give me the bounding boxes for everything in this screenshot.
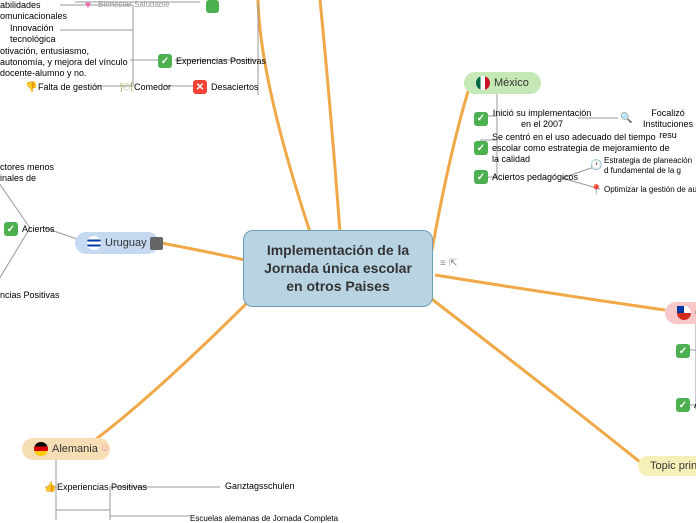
check-icon: ✓ [676, 398, 690, 412]
uruguay-exp: ncias Positivas [0, 290, 60, 300]
country-alemania[interactable]: Alemania [22, 438, 110, 460]
alemania-escuelas: Escuelas alemanas de Jornada Completa [190, 514, 338, 523]
note-icon[interactable]: ≡ [440, 258, 446, 269]
uruguay-bienestar: Bienestar Saludable [98, 0, 170, 9]
central-line1: Implementación de la [258, 241, 418, 259]
mexico-item3a: Estrategia de planeación d fundamental d… [604, 156, 696, 175]
thumbs-up-icon: 👍 [44, 482, 56, 493]
uruguay-factores: ctores menos inales de [0, 162, 65, 184]
uruguay-label: Uruguay [105, 237, 147, 249]
green-box-icon [206, 0, 219, 13]
central-topic[interactable]: Implementación de la Jornada única escol… [243, 230, 433, 307]
chile-check1: ✓ [676, 344, 690, 358]
flag-mexico-icon [476, 76, 490, 90]
mexico-item3b: Optimizar la gestión de aula. [604, 185, 696, 194]
uruguay-comedor: Comedor [134, 82, 171, 92]
check-icon: ✓ [474, 141, 488, 155]
doc-icon [150, 237, 163, 250]
heart-icon: ♥ [85, 0, 91, 11]
uruguay-exp-pos: ✓ Experiencias Positivas [158, 54, 266, 68]
alemania-label: Alemania [52, 443, 98, 455]
topic-principal[interactable]: Topic princip [638, 456, 696, 476]
mexico-item3: ✓ Aciertos pedagógicos [474, 170, 578, 184]
check-icon: ✓ [4, 222, 18, 236]
clock-icon: 🕐 [590, 160, 602, 171]
magnify-icon: 🔍 [620, 113, 632, 124]
topic-label: Topic princip [650, 460, 696, 472]
mexico-item1: ✓ Inició su implementación en el 2007 [474, 108, 592, 130]
pin-icon: 📍 [590, 185, 602, 196]
check-icon: ✓ [676, 344, 690, 358]
check-icon: ✓ [474, 112, 488, 126]
chile-ac: ✓ Ac [676, 398, 696, 412]
uruguay-motivacion: otivación, entusiasmo, autonomía, y mejo… [0, 46, 130, 78]
face-icon: ☺ [100, 443, 110, 454]
flag-uruguay-icon [87, 236, 101, 250]
alemania-exp: Experiencias Positivas [57, 482, 147, 492]
central-line2: Jornada única escolar [258, 259, 418, 277]
food-icon: 🍽 [120, 82, 133, 93]
alemania-ganz: Ganztagsschulen [225, 481, 295, 491]
country-uruguay[interactable]: Uruguay [75, 232, 159, 254]
cross-icon: ✕ [193, 80, 207, 94]
flag-chile-icon [677, 306, 691, 320]
central-line3: en otros Paises [258, 277, 418, 295]
uruguay-innovacion: Innovación tecnológica [10, 23, 70, 45]
country-mexico[interactable]: México [464, 72, 541, 94]
uruguay-falta: Falta de gestión [38, 82, 102, 92]
uruguay-aciertos: ✓ Aciertos [4, 222, 55, 236]
link-icon[interactable]: ⇱ [449, 258, 457, 269]
flag-germany-icon [34, 442, 48, 456]
check-icon: ✓ [474, 170, 488, 184]
country-chile[interactable]: Cl [665, 302, 696, 324]
mexico-label: México [494, 77, 529, 89]
uruguay-habilidades: abilidades omunicacionales [0, 0, 70, 22]
uruguay-desaciertos: ✕ Desaciertos [193, 80, 259, 94]
hand-icon: 👎 [25, 82, 37, 93]
check-icon: ✓ [158, 54, 172, 68]
